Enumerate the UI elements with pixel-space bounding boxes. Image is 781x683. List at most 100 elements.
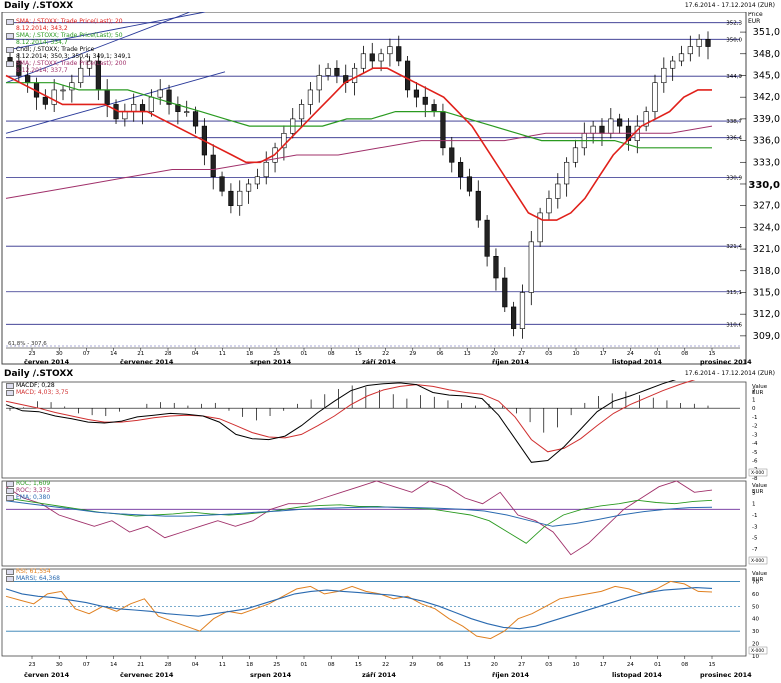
candle-body [360,53,367,69]
legend-swatch [6,487,14,494]
x-tick-label: 25 [273,351,280,357]
axis-unit: EUR [748,18,760,25]
y-tick-label: -7 [752,547,758,553]
candle-body [237,190,243,206]
price-legend: SMA; /.STOXX; Trade Price(Last); 20 8.12… [6,18,131,74]
axis-title: Price [748,12,763,18]
y-tick-label: 327,0 [753,201,780,212]
y-tick-label: 348,0 [753,49,780,60]
legend-sma200[interactable]: SMA; /.STOXX; Trade Price(Last); 200 [6,60,131,67]
x-month-label: červenec 2014 [120,358,174,366]
candle-body [254,176,260,185]
y-tick-label: 20 [752,642,759,648]
sma20-line [5,67,712,221]
x-tick-label: 01 [654,662,661,668]
x-tick-label: 23 [29,351,36,357]
legend-macdf[interactable]: MACDF; 0,28 [6,382,69,389]
legend-candle-value-row: 8.12.2014; 350,3; 350,4; 349,1; 349,1 [6,53,131,60]
legend-sma20[interactable]: SMA; /.STOXX; Trade Price(Last); 20 [6,18,131,25]
legend-rsi[interactable]: RSI; 61,554 [6,568,60,575]
y-tick-label: 318,0 [753,266,780,277]
legend-candle-value: 8.12.2014; 350,3; 350,4; 349,1; 349,1 [16,53,131,60]
candle-body [705,39,711,47]
y-tick-label: -1 [752,513,757,519]
y-tick-label: 324,0 [753,222,780,233]
legend-rsi-label: RSI; 61,554 [16,568,51,575]
y-tick-label: 1 [752,397,756,403]
candle-body [661,67,667,84]
candle-body [387,46,393,55]
legend-sma50[interactable]: SMA; /.STOXX; Trade Price(Last); 50 [6,32,131,39]
legend-sma20-label: SMA; /.STOXX; Trade Price(Last); 20 [16,18,123,25]
candle-body [60,89,66,92]
legend-roc2[interactable]: ROC; 3,373 [6,487,50,494]
chart-title: Daily /.STOXX [4,1,74,11]
level-label: 350,0 [726,37,742,43]
legend-macd[interactable]: MACD; 4,03; 3,75 [6,389,69,396]
candle-body [413,89,420,98]
candle-body [422,96,428,105]
candle-body [210,154,216,178]
x-tick-label: 08 [328,662,335,668]
indicator-frame [1,568,747,657]
y-tick-label: -2 [752,424,757,430]
x-tick-label: 24 [627,351,634,357]
indicator-chart[interactable]: ValueEUR210-1-2-3-4-5-6-7-8X-000ValueEUR… [0,380,781,683]
x-month-label: srpen 2014 [250,671,292,679]
legend-roc1[interactable]: ROC; 1,609 [6,480,50,487]
y-tick-label: -3 [752,432,758,438]
legend-candle[interactable]: Cndl; /.STOXX; Trade Price [6,46,131,53]
x-tick-label: 17 [600,662,607,668]
x-month-label: listopad 2014 [612,671,662,679]
x-month-label: září 2014 [362,358,396,366]
x-tick-label: 08 [681,351,688,357]
y-tick-label: 333,0 [753,157,780,168]
candle-body [458,161,464,178]
candle-body [537,212,543,243]
y-tick-label: 2 [752,389,756,395]
legend-marsi[interactable]: MARSI; 64,368 [6,575,60,582]
y-tick-label: -6 [752,459,758,465]
last-price-label: 330,0 [748,180,780,191]
x-tick-label: 25 [273,662,280,668]
legend-sma200-value-row: 8.12.2014; 337,7 [6,67,131,74]
candle-body [546,198,552,214]
legend-sma50-value: 8.12.2014; 334,7 [16,39,68,46]
x-tick-label: 14 [110,662,117,668]
x-tick-label: 08 [328,351,335,357]
x-tick-label: 07 [83,351,90,357]
candle-body [263,161,269,178]
y-tick-label: 0 [752,406,756,412]
level-label: 321,4 [726,244,742,250]
price-chart[interactable]: 352,3 350,0 344,9 338,7 336,4 330,9 321,4 315,1… [0,12,781,366]
legend-swatch [6,382,14,389]
indicator-title: Daily /.STOXX [4,369,74,379]
date-range: 17.6.2014 - 17.12.2014 (ZUR) [684,2,775,9]
axis-unit: EUR [752,577,764,583]
y-tick-label: 40 [752,617,759,623]
legend-ema[interactable]: EMA; 0,380 [6,494,50,501]
y-tick-label: 345,0 [753,70,780,81]
y-tick-label: 30 [752,629,759,635]
x-tick-label: 29 [409,351,416,357]
sma50-line [6,82,712,149]
candle-body [502,277,508,308]
legend-roc1-label: ROC; 1,609 [16,480,51,487]
legend-swatch [6,32,14,39]
candle-body [519,292,526,329]
x-month-label: říjen 2014 [492,671,530,679]
candle-body [378,53,384,62]
x-tick-label: 08 [681,662,688,668]
x-tick-label: 15 [355,351,362,357]
x-tick-label: 29 [409,662,416,668]
legend-sma50-label: SMA; /.STOXX; Trade Price(Last); 50 [16,32,123,39]
macd-line [5,380,677,463]
level-label: 338,7 [726,119,742,125]
x-tick-label: 27 [518,662,525,668]
x-tick-label: 28 [165,351,172,357]
indicator-panels: Daily /.STOXX 17.6.2014 - 17.12.2014 (ZU… [0,368,781,683]
candle-body [78,67,84,84]
candle-body [139,104,146,112]
axis-unit: EUR [752,390,764,396]
panel-button-label: X-000 [751,470,764,476]
